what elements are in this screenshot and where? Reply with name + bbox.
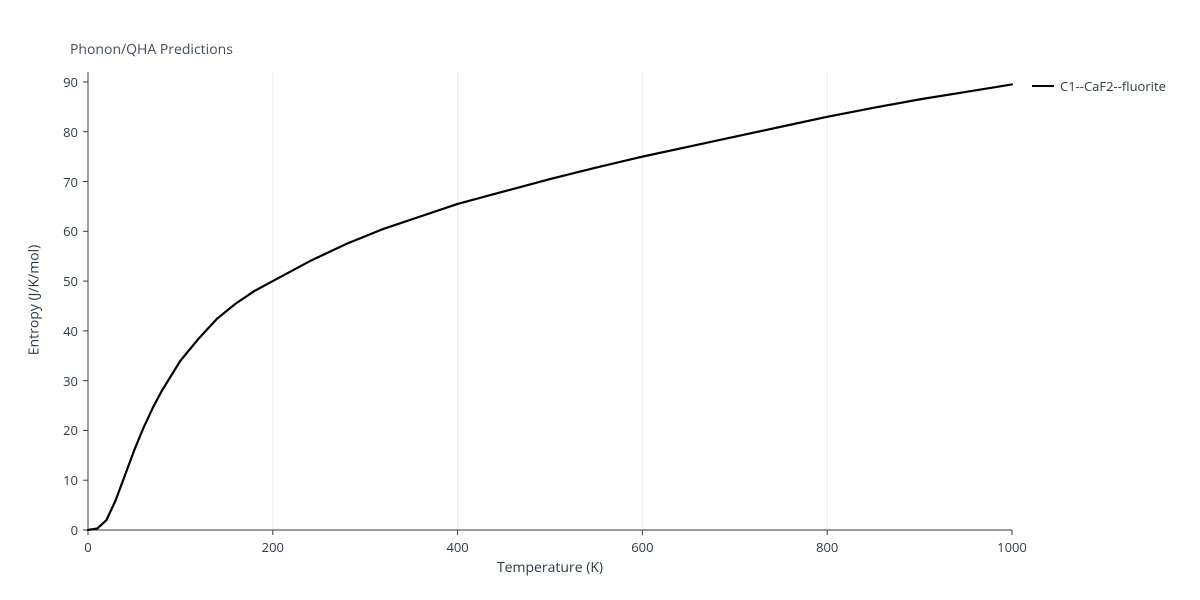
y-tick-label: 30 <box>63 372 78 390</box>
chart-container: Phonon/QHA Predictions Entropy (J/K/mol)… <box>0 0 1200 600</box>
legend-swatch <box>1032 85 1054 87</box>
y-axis-label: Entropy (J/K/mol) <box>25 245 44 356</box>
x-axis-label-text: Temperature (K) <box>497 558 603 577</box>
y-tick-label: 40 <box>63 322 78 340</box>
y-tick-label: 80 <box>63 123 78 141</box>
y-axis-label-text: Entropy (J/K/mol) <box>25 245 44 356</box>
x-tick-label: 1000 <box>997 538 1027 556</box>
y-tick-label: 90 <box>63 73 78 91</box>
y-tick-label: 20 <box>63 421 78 439</box>
x-axis-label: Temperature (K) <box>88 558 1100 577</box>
y-tick-label: 50 <box>63 272 78 290</box>
x-tick-label: 800 <box>816 538 838 556</box>
x-tick-label: 600 <box>631 538 653 556</box>
y-tick-label: 60 <box>63 222 78 240</box>
chart-svg <box>0 0 1200 600</box>
x-tick-label: 0 <box>84 538 91 556</box>
y-tick-label: 10 <box>63 471 78 489</box>
x-tick-label: 400 <box>446 538 468 556</box>
x-tick-label: 200 <box>262 538 284 556</box>
y-tick-label: 0 <box>71 521 78 539</box>
y-tick-label: 70 <box>63 173 78 191</box>
legend-label: C1--CaF2--fluorite <box>1060 77 1166 95</box>
